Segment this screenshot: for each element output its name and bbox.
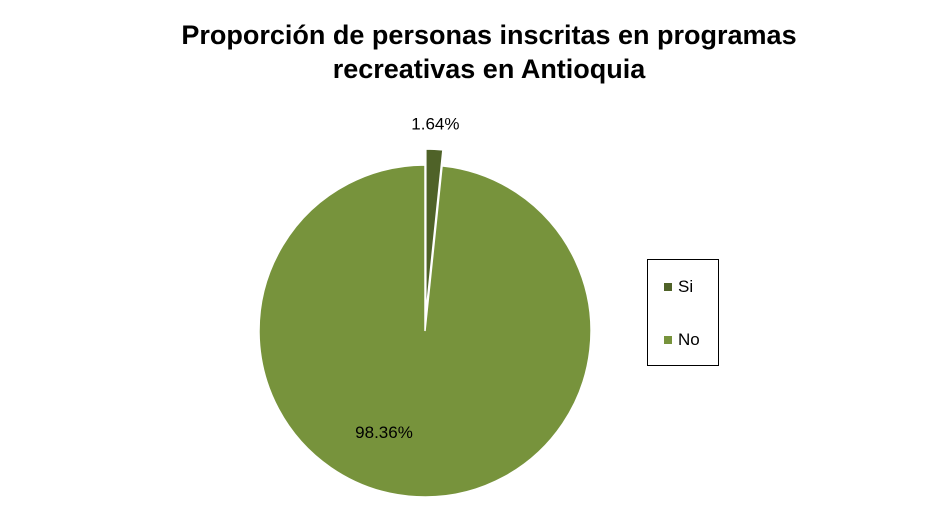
chart-title-line-2: recreativas en Antioquia [332,54,646,84]
pie-slice-no [258,164,592,498]
legend-swatch-no [664,336,672,344]
legend-label-si: Si [678,277,694,296]
legend-swatch-si [664,283,672,291]
legend-label-no: No [678,330,700,349]
data-label-si: 1.64% [411,114,459,133]
legend: Si No [647,259,719,366]
pie-slice-si [425,148,444,316]
data-label-no: 98.36% [355,423,413,442]
chart-title-line-1: Proporción de personas inscritas en prog… [181,20,797,50]
legend-item-si: Si [664,277,693,297]
chart-title: Proporción de personas inscritas en prog… [0,18,949,86]
legend-item-no: No [664,330,700,350]
